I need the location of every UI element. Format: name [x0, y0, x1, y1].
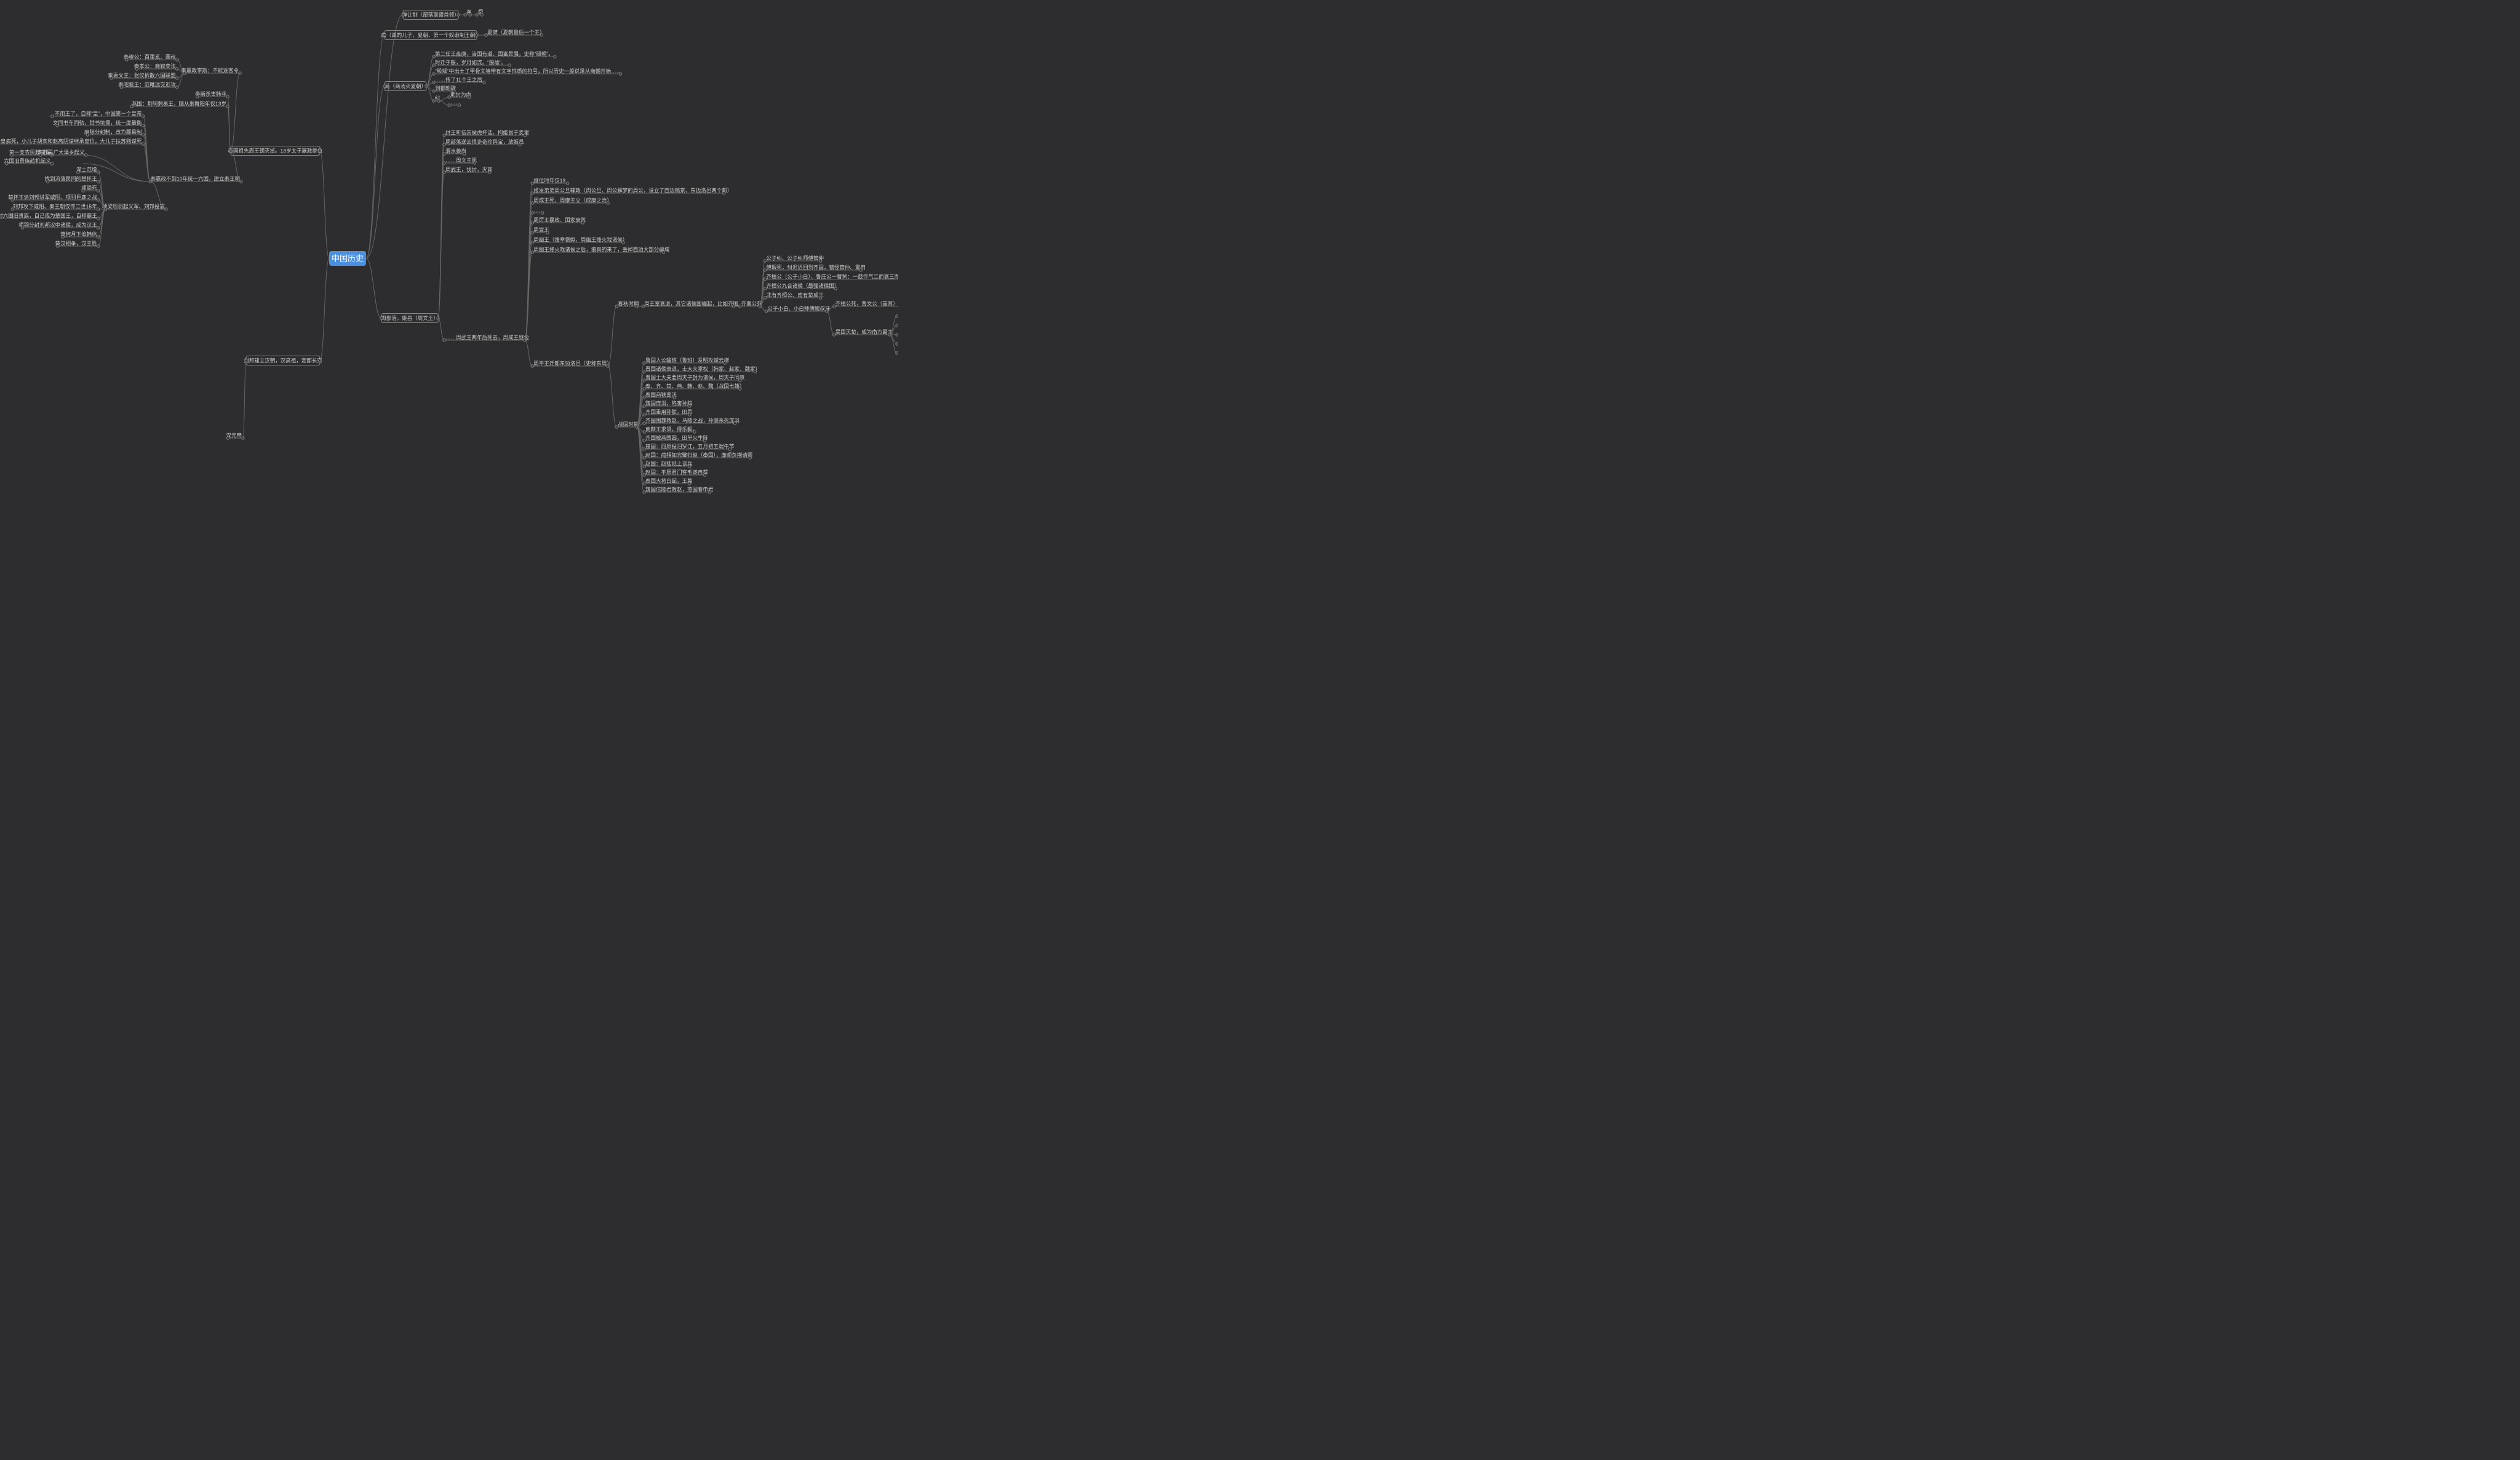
leaf: 刘邦攻下咸阳、秦王朝仅传二世15年	[13, 203, 97, 209]
leaf: 秦国商鞅变法	[645, 391, 677, 397]
leaf: 姬发弟弟周公旦辅政（周公旦、周公解梦的周公，设立了西边镐京、东边洛邑两个都）	[533, 187, 732, 193]
leaf: 齐国围魏救赵，马陵之战，孙膑杀死庞涓	[645, 417, 740, 423]
leaf: ……传了11个王之后	[435, 76, 482, 82]
leaf: 周幽王烽火戏诸侯之后，狼真的来了，丢掉西边大部分疆域	[533, 246, 670, 252]
leaf: 纣王听信崇侯虎坏话，拘姬昌于羑里	[445, 129, 530, 135]
leaf: 鲁国人公输班（鲁班）发明攻城云梯	[645, 357, 730, 363]
node-label: 刘邦建立汉朝，汉高祖，定都长安	[244, 357, 322, 364]
leaf: 秦嬴政不到10年统一六国，建立秦王朝	[151, 175, 240, 182]
leaf: 齐国被燕围困，田单火牛阵	[645, 434, 709, 441]
leaf: 周武王，伐纣，灭商	[445, 166, 493, 172]
leaf: 萧何月下追韩信	[60, 231, 97, 237]
leaf: 秦孝公：商鞅变法	[134, 63, 176, 69]
leaf: 楚国：屈原投汨罗江，五月初五端午节	[645, 443, 735, 449]
leaf: 周平王迁都东边洛邑（史称东周）	[533, 360, 612, 366]
leaf: 楚怀王派刘邦进军咸阳、项羽巨鹿之战	[8, 194, 97, 200]
leaf: 废除分封制，改为郡县制	[84, 129, 142, 135]
leaf: 陈胜吴广大泽乡起义	[38, 149, 85, 155]
leaf: 找到流落民间的楚怀王	[45, 175, 98, 182]
leaf: “殷墟”中出土了甲骨文等带有文字性质的符号，所以历史一般说是从商朝开始……	[435, 68, 621, 74]
leaf: 六国旧贵族趁机起义	[4, 158, 51, 164]
leaf: ……周文王死	[445, 157, 477, 163]
leaf: 项羽分封六国旧贵族，自己成为楚国王，自称霸王	[0, 212, 97, 218]
leaf: 魏国信陵君救赵，燕国春申君	[645, 486, 714, 492]
leaf: 魏国庞涓，陷害孙膑	[645, 400, 693, 406]
leaf: 周厉王暴政、国家衰败	[533, 217, 586, 223]
leaf: 北有齐桓公、南有楚成王	[766, 292, 824, 298]
leaf: 周王室衰退，其它诸侯国崛起，比如齐国	[644, 300, 738, 306]
leaf: 商鞅王求贤，得乐毅，	[645, 426, 698, 432]
leaf: 李斯杀害韩非	[195, 90, 227, 97]
leaf: 公子纠、公子纠师傅管仲	[766, 255, 824, 261]
node-label: 周部落，姬昌（周文王）	[381, 315, 439, 321]
leaf: 赵国：蔺相如完璧归赵（秦国），廉颇负荆请罪	[645, 452, 753, 458]
central-label: 中国历史	[332, 253, 364, 263]
node-label: 商（商汤灭夏朝）	[385, 83, 426, 89]
leaf: 周成王死，周康王立（成康之治）	[533, 197, 612, 203]
leaf: 齐国重用孙膑，田忌	[645, 409, 693, 415]
leaf: 公子小白、小白师傅鲍叔牙	[767, 305, 830, 311]
leaf: 齐桓公（公子小白）、鲁庄公一曹刿：一鼓作气二而衰三而竭	[766, 273, 898, 279]
leaf: 楚汉相争，汉王胜	[55, 240, 98, 246]
leaf: 秦始皇病死，小儿子胡亥和赵高阴谋继承皇位，大儿子扶苏则谋死	[0, 138, 142, 144]
leaf: 燕国：荆轲刺秦王，随从秦舞阳年仅13岁	[132, 100, 226, 106]
leaf: 赵国：赵括纸上谈兵	[645, 460, 693, 466]
node-label: 禅让制（部落联盟首领）	[402, 12, 460, 18]
leaf: 不用王了，自称“皇”，中国第一个皇帝	[55, 110, 142, 116]
leaf: 第二任王盘庚，治国有道、国富民强，史称“殷朝”。	[435, 50, 554, 57]
leaf: 傅瑕死，纠迟迟回到齐国，错怪管仲、重用	[766, 264, 866, 270]
leaf: 秦国大将白起，王翦	[645, 477, 693, 484]
node-label: 秦国祖先周王朝灭掉。13岁太子嬴政继位	[228, 148, 323, 154]
leaf: 晋国诸侯衰退，士大夫掌权（韩家、赵家、魏家）	[645, 365, 760, 372]
leaf: 吴国灭楚，成为南方霸主	[835, 329, 893, 335]
node-label: 启（禹的儿子，夏朝、第一个奴隶制王朝）	[381, 32, 480, 38]
leaf: ……周武王两年后死去，周成王继位	[445, 334, 530, 340]
leaf: 项羽分封刘邦汉中诸侯，成为汉王	[18, 221, 97, 228]
leaf: 继位时年仅13	[533, 177, 565, 183]
leaf: 秦嬴政李斯：不能逐客令	[181, 67, 239, 73]
leaf: 齐桓公九合诸侯（最强诸侯国）	[766, 282, 839, 289]
leaf: 项梁项羽起义军、刘邦投靠	[102, 203, 165, 209]
leaf: 晋国士大夫要周天子封为诸侯，周天子同意	[645, 374, 745, 380]
leaf: 齐桓公死，晋文公（重耳）雄主	[835, 300, 898, 306]
leaf: 秦惠文王：张仪拆散六国联盟	[108, 72, 176, 78]
leaf: 文同书车同轨，焚书坑儒，统一度量衡	[53, 119, 142, 126]
leaf: 夏桀（夏朝最后一个王）	[487, 29, 545, 35]
leaf: 时迁于殷，岁月如流。“殷墟”。	[435, 59, 506, 65]
leaf: 秦穆公：百里奚、蹇叔	[124, 54, 177, 60]
leaf: 秦、齐、楚、燕、韩、赵、魏（战国七雄）	[645, 383, 745, 389]
leaf: 周部落送去很多奇珍异宝，放姬昌	[445, 138, 524, 145]
leaf: 周幽王（烽幸褒姒，周幽王烽火戏诸侯）	[533, 236, 628, 242]
leaf: 秦昭襄王：范雎远交近攻	[118, 81, 176, 87]
leaf: 赵国：平原君门客毛遂自荐	[645, 469, 709, 475]
